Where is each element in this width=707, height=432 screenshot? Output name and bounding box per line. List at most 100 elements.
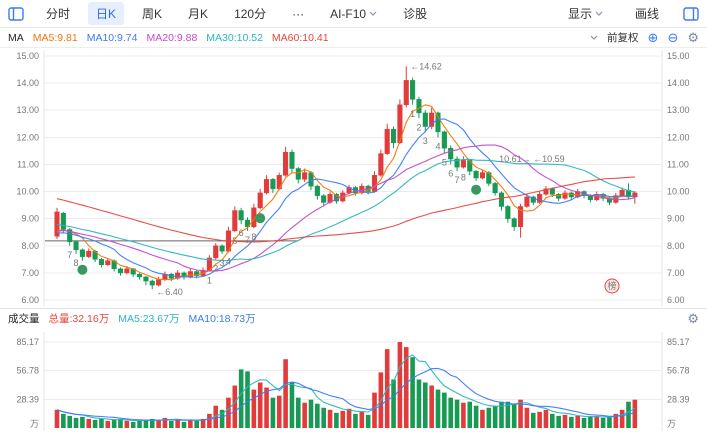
volume-chart[interactable]: 28.3928.3956.7856.7885.1785.17万万 xyxy=(0,328,707,432)
svg-text:2: 2 xyxy=(213,263,218,273)
price-annotations: ←14.62←6.4010.61→ ←10.59 xyxy=(156,61,564,297)
svg-text:9: 9 xyxy=(474,184,479,194)
chevron-down-icon xyxy=(369,11,377,16)
volume-bars xyxy=(55,342,637,428)
svg-text:3: 3 xyxy=(220,258,225,268)
tab-120min[interactable]: 120分 xyxy=(226,2,274,25)
svg-text:5: 5 xyxy=(232,236,237,246)
toolbar-right: 显示 画线 xyxy=(560,2,699,25)
svg-text:14.00: 14.00 xyxy=(667,78,690,88)
svg-text:6: 6 xyxy=(239,228,244,238)
tab-more[interactable]: ··· xyxy=(284,4,312,24)
volume-title: 成交量 xyxy=(8,311,40,326)
toolbar-item-huaxian-label: 画线 xyxy=(635,5,659,22)
tab-120min-label: 120分 xyxy=(234,5,266,22)
toolbar-item-xianshi-label: 显示 xyxy=(568,5,592,22)
svg-text:7: 7 xyxy=(455,175,460,185)
svg-text:15.00: 15.00 xyxy=(667,51,690,61)
tab-fenshi[interactable]: 分时 xyxy=(38,2,78,25)
svg-text:15.00: 15.00 xyxy=(16,51,39,61)
svg-text:8: 8 xyxy=(251,232,256,242)
tab-more-label: ··· xyxy=(292,7,304,21)
svg-text:9.00: 9.00 xyxy=(21,214,39,224)
svg-text:1: 1 xyxy=(207,276,212,286)
svg-text:12.00: 12.00 xyxy=(16,132,39,142)
volume-values: 总量:32.16万 MA5:23.67万 MA10:18.73万 xyxy=(49,311,256,326)
volume-value-1: MA5:23.67万 xyxy=(118,311,179,326)
tab-zhengu-label: 诊股 xyxy=(403,5,427,22)
svg-text:9: 9 xyxy=(80,264,85,274)
ma-value-2: MA20:9.88 xyxy=(147,32,198,44)
svg-text:8.00: 8.00 xyxy=(21,241,39,251)
tab-zhouk-label: 周K xyxy=(142,5,162,22)
svg-text:28.39: 28.39 xyxy=(16,394,39,404)
svg-text:2: 2 xyxy=(416,122,421,132)
indicator-bar-right: 前复权 ⊕ ⊖ ⚙ xyxy=(590,30,699,45)
toolbar: 分时 日K 周K 月K 120分 ··· AI-F10 诊股 显示 画线 xyxy=(0,0,707,28)
svg-text:1: 1 xyxy=(410,109,415,119)
left-panel-toggle-icon[interactable] xyxy=(8,7,24,21)
toolbar-item-xianshi[interactable]: 显示 xyxy=(560,2,611,25)
svg-text:8: 8 xyxy=(461,173,466,183)
svg-text:11.00: 11.00 xyxy=(17,159,39,169)
right-panel-toggle-icon[interactable] xyxy=(683,7,699,21)
svg-text:7.00: 7.00 xyxy=(21,268,39,278)
ma-values: MA5:9.81MA10:9.74MA20:9.88MA30:10.52MA60… xyxy=(33,32,329,44)
settings-gear-icon[interactable]: ⚙ xyxy=(687,31,699,44)
svg-text:85.17: 85.17 xyxy=(667,337,690,347)
svg-text:榜: 榜 xyxy=(607,280,616,291)
candlestick-plot xyxy=(55,66,637,289)
adjust-mode-button[interactable]: 前复权 xyxy=(607,30,639,45)
svg-text:4: 4 xyxy=(226,257,231,267)
ma-value-0: MA5:9.81 xyxy=(33,32,78,44)
tab-rik[interactable]: 日K xyxy=(88,2,124,25)
svg-text:9.00: 9.00 xyxy=(667,214,685,224)
main-candlestick-chart[interactable]: 15.0015.0014.0014.0013.0013.0012.0012.00… xyxy=(0,48,707,308)
svg-text:10.00: 10.00 xyxy=(16,187,39,197)
zoom-out-icon[interactable]: ⊖ xyxy=(667,31,678,44)
svg-text:56.78: 56.78 xyxy=(667,366,690,376)
svg-text:6.00: 6.00 xyxy=(667,295,685,305)
svg-text:13.00: 13.00 xyxy=(16,105,39,115)
indicator-bar: MA MA5:9.81MA10:9.74MA20:9.88MA30:10.52M… xyxy=(0,28,707,48)
indicator-title: MA xyxy=(8,32,24,44)
svg-text:4: 4 xyxy=(435,141,440,151)
ma10-line xyxy=(57,119,635,277)
ma-value-3: MA30:10.52 xyxy=(206,32,263,44)
tab-ai-f10[interactable]: AI-F10 xyxy=(322,4,385,24)
svg-text:8: 8 xyxy=(74,258,79,268)
svg-text:8.00: 8.00 xyxy=(667,241,685,251)
tab-zhouk[interactable]: 周K xyxy=(134,2,170,25)
svg-text:5: 5 xyxy=(442,158,447,168)
tab-ai-f10-label: AI-F10 xyxy=(330,7,366,21)
rank-badge[interactable]: 榜 xyxy=(605,279,619,293)
volume-value-0: 总量:32.16万 xyxy=(49,311,110,326)
toolbar-tabs: 分时 日K 周K 月K 120分 ··· AI-F10 诊股 xyxy=(38,2,435,25)
volume-value-2: MA10:18.73万 xyxy=(189,311,256,326)
svg-text:←14.62: ←14.62 xyxy=(410,61,442,71)
indicator-values: MA MA5:9.81MA10:9.74MA20:9.88MA30:10.52M… xyxy=(8,32,329,44)
toolbar-item-huaxian[interactable]: 画线 xyxy=(627,2,667,25)
tab-zhengu[interactable]: 诊股 xyxy=(395,2,435,25)
tab-fenshi-label: 分时 xyxy=(46,5,70,22)
svg-text:85.17: 85.17 xyxy=(16,337,39,347)
zoom-in-icon[interactable]: ⊕ xyxy=(648,31,659,44)
svg-text:28.39: 28.39 xyxy=(667,394,690,404)
svg-text:6.00: 6.00 xyxy=(21,295,39,305)
svg-text:12.00: 12.00 xyxy=(667,132,690,142)
ma-value-4: MA60:10.41 xyxy=(272,32,329,44)
svg-text:万: 万 xyxy=(667,419,676,429)
tab-rik-label: 日K xyxy=(96,5,116,22)
tab-yuek[interactable]: 月K xyxy=(180,2,216,25)
svg-text:6: 6 xyxy=(448,168,453,178)
svg-text:←6.40: ←6.40 xyxy=(156,287,183,297)
svg-text:11.00: 11.00 xyxy=(667,159,689,169)
svg-text:7.00: 7.00 xyxy=(667,268,685,278)
chevron-down-icon xyxy=(590,35,598,40)
tab-yuek-label: 月K xyxy=(188,5,208,22)
chevron-down-icon xyxy=(595,11,603,16)
svg-text:14.00: 14.00 xyxy=(16,78,39,88)
volume-settings-gear-icon[interactable]: ⚙ xyxy=(687,312,699,325)
toolbar-right-items: 显示 画线 xyxy=(560,2,667,25)
svg-text:3: 3 xyxy=(423,136,428,146)
